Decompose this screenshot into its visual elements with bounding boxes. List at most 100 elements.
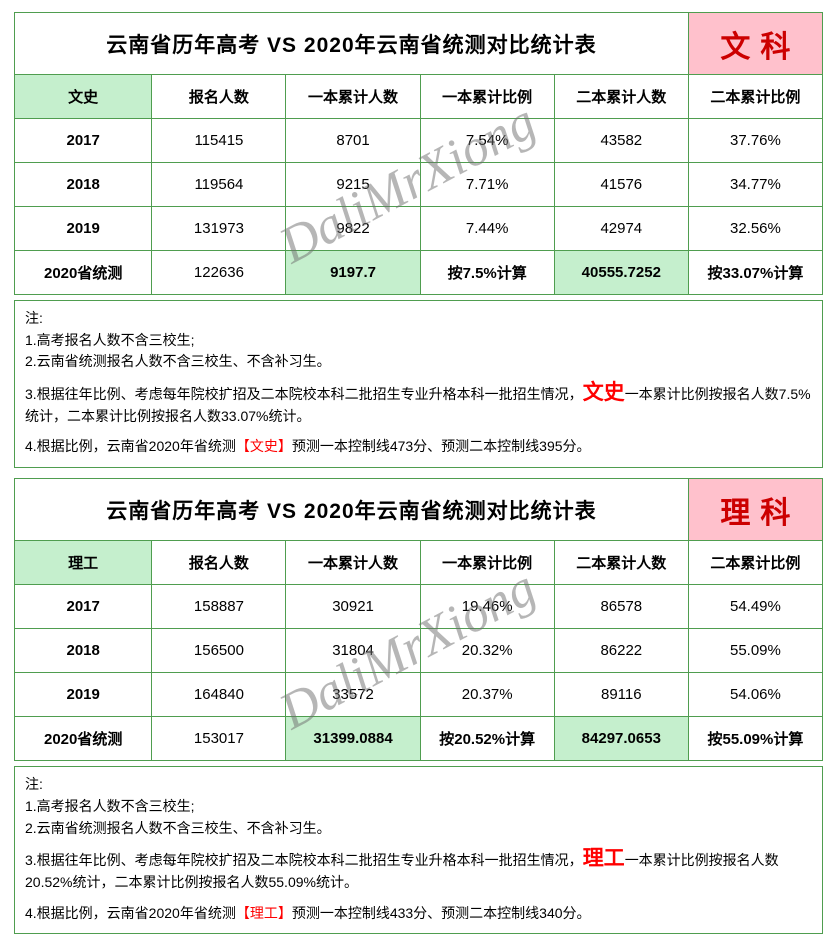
note-text: 一本累计比例按报名人数20.52%统计，二本累计比例按报名人数55.09%统计。 xyxy=(25,852,779,890)
table-row: 2019 131973 9822 7.44% 42974 32.56% xyxy=(13,206,824,251)
column-header: 报名人数 xyxy=(151,540,287,586)
note-highlight-category: 文史 xyxy=(582,381,625,405)
value-cell: 34.77% xyxy=(687,162,824,207)
note-item: 2.云南省统测报名人数不含三校生、不含补习生。 xyxy=(25,819,331,836)
year-cell: 2018 xyxy=(13,628,153,674)
value-cell: 32.56% xyxy=(687,206,824,251)
note-highlight-bracket: 【理工】 xyxy=(235,904,292,921)
value-cell: 9822 xyxy=(285,206,421,251)
value-cell: 33572 xyxy=(285,672,421,718)
column-header: 一本累计人数 xyxy=(285,74,421,119)
stats-table-liberal-arts: 云南省历年高考 VS 2020年云南省统测对比统计表 文科 文史 报名人数 一本… xyxy=(13,12,824,295)
note-text: 预测一本控制线473分、预测二本控制线395分。 xyxy=(291,438,591,455)
note-item: 4.根据比例，云南省2020年省统测【理工】预测一本控制线433分、预测二本控制… xyxy=(25,903,812,925)
note-text: 3.根据往年比例、考虑每年院校扩招及二本院校本科二批招生专业升格本科一批招生情况… xyxy=(25,386,583,403)
table-row: 2017 115415 8701 7.54% 43582 37.76% xyxy=(13,118,824,163)
value-cell: 19.46% xyxy=(419,584,555,630)
column-header: 二本累计比例 xyxy=(687,540,824,586)
value-cell: 86578 xyxy=(553,584,689,630)
table-row-2020: 2020省统测 153017 31399.0884 按20.52%计算 8429… xyxy=(13,716,824,762)
value-cell: 86222 xyxy=(553,628,689,674)
header-row: 理工 报名人数 一本累计人数 一本累计比例 二本累计人数 二本累计比例 xyxy=(13,540,824,586)
value-cell: 20.32% xyxy=(419,628,555,674)
value-cell: 43582 xyxy=(553,118,689,163)
note-item: 1.高考报名人数不含三校生; xyxy=(25,331,195,348)
note-text: 一本累计比例按报名人数7.5%统计，二本累计比例按报名人数33.07%统计。 xyxy=(25,386,811,424)
note-item: 2.云南省统测报名人数不含三校生、不含补习生。 xyxy=(25,353,331,370)
note-item: 4.根据比例，云南省2020年省统测【文史】预测一本控制线473分、预测二本控制… xyxy=(25,436,812,458)
column-header: 一本累计比例 xyxy=(419,74,555,119)
calc-note-cell: 按33.07%计算 xyxy=(687,250,824,295)
value-cell: 122636 xyxy=(151,250,287,295)
note-text: 预测一本控制线433分、预测二本控制线340分。 xyxy=(291,904,591,921)
value-cell: 20.37% xyxy=(419,672,555,718)
year-cell: 2019 xyxy=(13,206,153,251)
column-header: 二本累计人数 xyxy=(553,74,689,119)
value-cell: 42974 xyxy=(553,206,689,251)
year-cell: 2019 xyxy=(13,672,153,718)
table-row-2020: 2020省统测 122636 9197.7 按7.5%计算 40555.7252… xyxy=(13,250,824,295)
table-row: 2018 119564 9215 7.71% 41576 34.77% xyxy=(13,162,824,207)
value-cell: 164840 xyxy=(151,672,287,718)
column-header: 报名人数 xyxy=(151,74,287,119)
value-cell: 55.09% xyxy=(687,628,824,674)
value-cell: 31804 xyxy=(285,628,421,674)
column-header: 二本累计比例 xyxy=(687,74,824,119)
year-cell: 2018 xyxy=(13,162,153,207)
table-row: 2019 164840 33572 20.37% 89116 54.06% xyxy=(13,672,824,718)
column-header: 二本累计人数 xyxy=(553,540,689,586)
calc-note-cell: 按55.09%计算 xyxy=(687,716,824,762)
calc-note-cell: 按7.5%计算 xyxy=(419,250,555,295)
notes-science: 注: 1.高考报名人数不含三校生; 2.云南省统测报名人数不含三校生、不含补习生… xyxy=(14,766,823,934)
section-science: 云南省历年高考 VS 2020年云南省统测对比统计表 理科 理工 报名人数 一本… xyxy=(13,478,824,934)
table-row: 2018 156500 31804 20.32% 86222 55.09% xyxy=(13,628,824,674)
year-cell: 2020省统测 xyxy=(13,716,153,762)
value-cell: 156500 xyxy=(151,628,287,674)
value-cell: 54.06% xyxy=(687,672,824,718)
stats-table-science: 云南省历年高考 VS 2020年云南省统测对比统计表 理科 理工 报名人数 一本… xyxy=(13,478,824,762)
value-cell: 153017 xyxy=(151,716,287,762)
note-item: 3.根据往年比例、考虑每年院校扩招及二本院校本科二批招生专业升格本科一批招生情况… xyxy=(25,382,812,427)
year-cell: 2020省统测 xyxy=(13,250,153,295)
calc-note-cell: 按20.52%计算 xyxy=(419,716,555,762)
value-cell: 131973 xyxy=(151,206,287,251)
value-cell: 158887 xyxy=(151,584,287,630)
note-item: 1.高考报名人数不含三校生; xyxy=(25,797,195,814)
column-header: 一本累计人数 xyxy=(285,540,421,586)
notes-label: 注: xyxy=(25,310,43,326)
notes-label: 注: xyxy=(25,776,43,793)
note-item: 3.根据往年比例、考虑每年院校扩招及二本院校本科二批招生专业升格本科一批招生情况… xyxy=(25,848,812,893)
header-row: 文史 报名人数 一本累计人数 一本累计比例 二本累计人数 二本累计比例 xyxy=(13,74,824,119)
table-title: 云南省历年高考 VS 2020年云南省统测对比统计表 xyxy=(14,478,689,542)
table-row: 2017 158887 30921 19.46% 86578 54.49% xyxy=(13,584,824,630)
value-cell: 41576 xyxy=(553,162,689,207)
value-cell: 37.76% xyxy=(687,118,824,163)
projected-value-cell: 9197.7 xyxy=(285,250,421,295)
note-highlight-category: 理工 xyxy=(582,847,625,871)
projected-value-cell: 31399.0884 xyxy=(285,716,421,762)
note-text: 3.根据往年比例、考虑每年院校扩招及二本院校本科二批招生专业升格本科一批招生情况… xyxy=(25,852,583,869)
column-header: 一本累计比例 xyxy=(419,540,555,586)
table-title: 云南省历年高考 VS 2020年云南省统测对比统计表 xyxy=(14,12,689,75)
value-cell: 119564 xyxy=(151,162,287,207)
category-badge: 文科 xyxy=(687,12,824,75)
note-highlight-bracket: 【文史】 xyxy=(235,438,292,455)
note-text: 4.根据比例，云南省2020年省统测 xyxy=(25,904,236,921)
value-cell: 54.49% xyxy=(687,584,824,630)
year-cell: 2017 xyxy=(13,584,153,630)
projected-value-cell: 40555.7252 xyxy=(553,250,689,295)
value-cell: 7.71% xyxy=(419,162,555,207)
notes-liberal-arts: 注: 1.高考报名人数不含三校生; 2.云南省统测报名人数不含三校生、不含补习生… xyxy=(14,300,823,469)
section-liberal-arts: 云南省历年高考 VS 2020年云南省统测对比统计表 文科 文史 报名人数 一本… xyxy=(13,12,824,469)
projected-value-cell: 84297.0653 xyxy=(553,716,689,762)
value-cell: 30921 xyxy=(285,584,421,630)
value-cell: 7.54% xyxy=(419,118,555,163)
value-cell: 7.44% xyxy=(419,206,555,251)
value-cell: 9215 xyxy=(285,162,421,207)
title-row: 云南省历年高考 VS 2020年云南省统测对比统计表 文科 xyxy=(14,12,824,75)
category-badge: 理科 xyxy=(687,478,824,542)
title-row: 云南省历年高考 VS 2020年云南省统测对比统计表 理科 xyxy=(14,478,824,542)
value-cell: 89116 xyxy=(553,672,689,718)
year-cell: 2017 xyxy=(13,118,153,163)
